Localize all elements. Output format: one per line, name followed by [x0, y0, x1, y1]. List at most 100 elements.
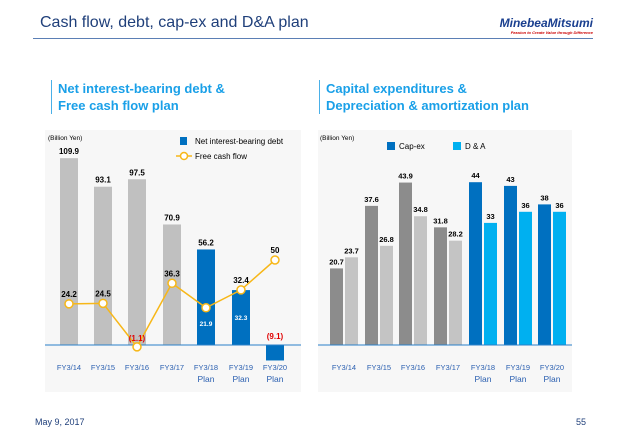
x-tick-label: FY3/18: [194, 363, 218, 372]
da-label: 28.2: [448, 230, 463, 239]
x-tick-label: FY3/14: [332, 363, 356, 372]
da-label: 36: [555, 201, 563, 210]
fcf-label: 24.2: [61, 290, 77, 299]
capex-bar: [469, 182, 482, 345]
page-number: 55: [576, 417, 587, 427]
x-tick-label: FY3/17: [436, 363, 460, 372]
legend-fcf-label: Free cash flow: [195, 152, 247, 161]
x-tick-label-sub: Plan: [197, 374, 214, 384]
x-tick-label: FY3/16: [401, 363, 425, 372]
debt-bar: [60, 158, 78, 345]
debt-bar: [128, 179, 146, 345]
debt-label: 93.1: [95, 176, 111, 185]
x-tick-label: FY3/19: [506, 363, 530, 372]
capex-label: 44: [471, 171, 480, 180]
legend-capex-label: Cap-ex: [399, 142, 425, 151]
right-section-title: Capital expenditures & Depreciation & am…: [319, 80, 529, 114]
da-bar: [414, 216, 427, 345]
debt-bar: [197, 249, 215, 345]
x-tick-label: FY3/20: [263, 363, 287, 372]
x-tick-label-sub: Plan: [474, 374, 491, 384]
legend-da-swatch: [453, 142, 461, 150]
page-title: Cash flow, debt, cap-ex and D&A plan: [40, 14, 309, 31]
x-tick-label-sub: Plan: [543, 374, 560, 384]
debt-label: 109.9: [59, 147, 80, 156]
debt-label: 32.3: [235, 315, 248, 322]
fcf-label: 32.4: [233, 276, 249, 285]
debt-label: 97.5: [129, 168, 145, 177]
da-bar: [553, 211, 566, 345]
capex-label: 20.7: [329, 257, 344, 266]
da-label: 34.8: [413, 205, 428, 214]
capex-label: 38: [540, 193, 548, 202]
debt-bar: [232, 290, 250, 345]
da-label: 36: [521, 201, 529, 210]
capex-bar: [365, 205, 378, 345]
logo-tagline: Passion to Create Value through Differen…: [510, 30, 593, 35]
fcf-label: 21.9: [200, 321, 213, 328]
da-bar: [345, 257, 358, 345]
x-tick-label: FY3/15: [367, 363, 391, 372]
debt-bar: [266, 345, 284, 361]
fcf-label: 24.5: [95, 289, 111, 298]
x-tick-label: FY3/18: [471, 363, 495, 372]
legend-debt-swatch: [180, 137, 187, 145]
x-tick-label-sub: Plan: [232, 374, 249, 384]
debt-bar: [94, 186, 112, 345]
left-section-title: Net interest-bearing debt & Free cash fl…: [51, 80, 225, 114]
fcf-point: [64, 299, 74, 309]
company-logo: MinebeaMitsumi Passion to Create Value t…: [500, 16, 593, 35]
legend-da-label: D & A: [465, 142, 486, 151]
x-tick-label: FY3/20: [540, 363, 564, 372]
fcf-point: [270, 255, 280, 265]
capex-bar: [504, 185, 517, 345]
unit-label: (Billion Yen): [48, 135, 82, 142]
capex-bar: [399, 182, 412, 345]
da-label: 23.7: [344, 246, 359, 255]
x-tick-label: FY3/14: [57, 363, 81, 372]
fcf-point: [132, 342, 142, 352]
legend-capex-swatch: [387, 142, 395, 150]
debt-label: (9.1): [267, 332, 284, 341]
legend-debt-label: Net interest-bearing debt: [195, 137, 284, 146]
fcf-label: (1.1): [129, 334, 146, 343]
left-title-line1: Net interest-bearing debt &: [58, 81, 225, 96]
capex-bar: [538, 204, 551, 345]
x-tick-label-sub: Plan: [509, 374, 526, 384]
title-divider: [33, 38, 593, 39]
fcf-point: [201, 303, 211, 313]
fcf-label: 36.3: [164, 269, 180, 278]
fcf-point: [98, 298, 108, 309]
capex-label: 43.9: [398, 172, 413, 181]
right-title-line1: Capital expenditures &: [326, 81, 467, 96]
x-tick-label: FY3/19: [229, 363, 253, 372]
da-bar: [519, 211, 532, 345]
x-tick-label: FY3/15: [91, 363, 115, 372]
x-tick-label: FY3/17: [160, 363, 184, 372]
left-title-line2: Free cash flow plan: [58, 98, 179, 113]
da-bar: [449, 240, 462, 345]
capex-label: 43: [506, 175, 514, 184]
unit-label: (Billion Yen): [320, 135, 354, 142]
fcf-point: [167, 278, 177, 289]
x-tick-label-sub: Plan: [266, 374, 283, 384]
fcf-point: [236, 285, 246, 295]
da-bar: [380, 245, 393, 345]
capex-bar: [434, 227, 447, 345]
da-label: 33: [486, 212, 494, 221]
x-tick-label: FY3/16: [125, 363, 149, 372]
da-label: 26.8: [379, 235, 394, 244]
right-title-line2: Depreciation & amortization plan: [326, 98, 529, 113]
footer-date: May 9, 2017: [35, 417, 85, 427]
capex-bar: [330, 268, 343, 345]
logo-text: MinebeaMitsumi: [499, 16, 593, 30]
fcf-label: 50: [271, 246, 280, 255]
capex-label: 37.6: [364, 195, 379, 204]
capex-label: 31.8: [433, 216, 448, 225]
debt-label: 70.9: [164, 213, 180, 222]
da-bar: [484, 222, 497, 345]
legend-fcf-marker: [179, 151, 189, 161]
debt-label: 56.2: [198, 238, 214, 247]
